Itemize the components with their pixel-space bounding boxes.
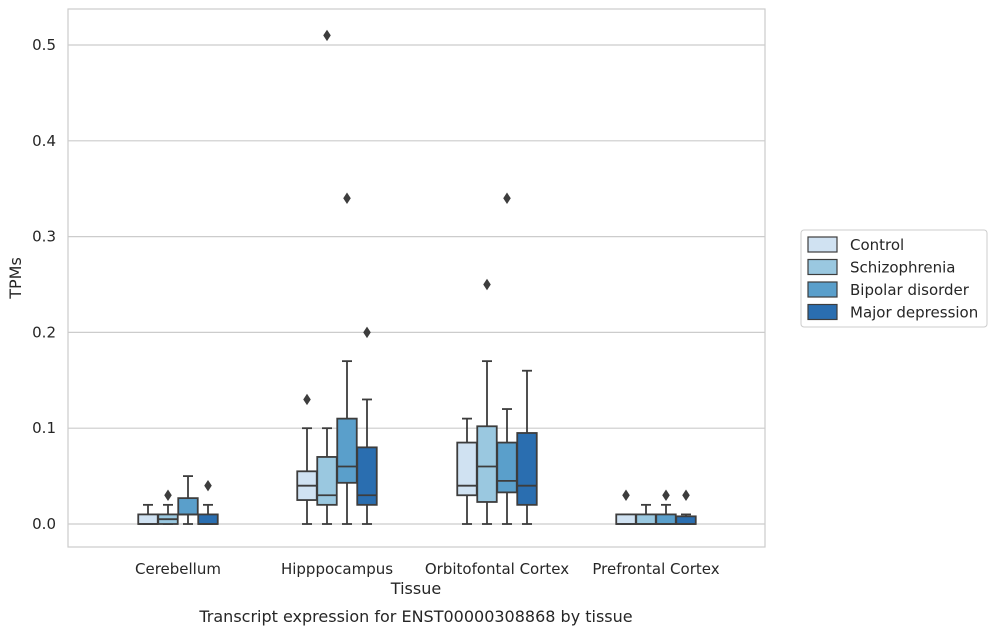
- box-major-depression: [356, 326, 378, 525]
- box-major-depression: [516, 369, 538, 525]
- y-tick-label: 0.4: [32, 132, 56, 150]
- box-major-depression: [675, 489, 697, 525]
- outlier-point: [622, 489, 630, 501]
- outlier-point: [503, 192, 511, 205]
- x-axis-label: Tissue: [390, 579, 441, 598]
- outlier-point: [662, 489, 670, 501]
- plot-area-frame: [67, 8, 766, 548]
- outlier-point: [204, 479, 212, 492]
- box-iqr: [177, 497, 199, 516]
- grid-lines: [68, 44, 765, 525]
- box-iqr: [456, 441, 478, 497]
- y-tick-label: 0.2: [32, 323, 56, 341]
- x-tick-label: Prefrontal Cortex: [592, 560, 719, 578]
- box-iqr: [496, 441, 518, 494]
- box-control: [137, 503, 159, 525]
- outlier-point: [483, 278, 491, 291]
- y-tick-label: 0.0: [32, 515, 56, 533]
- box-iqr: [615, 513, 637, 525]
- y-tick-label: 0.1: [32, 419, 56, 437]
- box-bipolar-disorder: [336, 192, 358, 525]
- box-bipolar-disorder: [496, 192, 518, 525]
- x-tick-label: Orbitofontal Cortex: [425, 560, 569, 578]
- box-schizophrenia: [635, 503, 657, 525]
- box-iqr: [316, 456, 338, 506]
- outlier-point: [363, 326, 371, 339]
- boxes-layer: [137, 29, 697, 525]
- legend-swatch: [807, 236, 838, 253]
- outlier-point: [343, 192, 351, 205]
- box-major-depression: [197, 479, 219, 525]
- box-iqr: [197, 513, 219, 525]
- box-schizophrenia: [157, 489, 179, 525]
- box-iqr: [137, 513, 159, 525]
- y-tick-label: 0.5: [32, 36, 56, 54]
- box-iqr: [356, 446, 378, 506]
- box-bipolar-disorder: [177, 475, 199, 525]
- legend-label: Schizophrenia: [850, 259, 955, 277]
- y-tick-label: 0.3: [32, 228, 56, 246]
- legend: Control Schizophrenia Bipolar disorder Majo…: [800, 229, 988, 328]
- legend-swatch: [807, 258, 838, 276]
- outlier-point: [323, 29, 331, 42]
- chart-caption: Transcript expression for ENST0000030886…: [198, 607, 632, 626]
- legend-swatch: [807, 303, 838, 321]
- x-tick-label: Hipppocampus: [281, 560, 393, 578]
- legend-label: Bipolar disorder: [850, 281, 970, 299]
- box-iqr: [516, 432, 538, 506]
- outlier-point: [164, 489, 172, 501]
- y-tick-labels: 0.0 0.1 0.2 0.3 0.4 0.5: [32, 36, 56, 533]
- box-schizophrenia: [316, 29, 338, 525]
- box-schizophrenia: [476, 278, 498, 525]
- x-tick-labels: Cerebellum Hipppocampus Orbitofontal Corte…: [135, 560, 720, 578]
- box-control: [456, 417, 478, 525]
- box-control: [296, 393, 318, 525]
- legend-frame: [800, 229, 988, 328]
- box-bipolar-disorder: [655, 489, 677, 525]
- legend-label: Major depression: [850, 304, 978, 322]
- box-iqr: [476, 425, 498, 503]
- y-axis-label: TPMs: [6, 257, 25, 300]
- legend-swatch: [807, 281, 838, 298]
- legend-label: Control: [850, 236, 904, 254]
- box-iqr: [655, 513, 677, 525]
- box-iqr: [635, 513, 657, 525]
- outlier-point: [682, 489, 690, 501]
- outlier-point: [303, 393, 311, 406]
- box-control: [615, 489, 637, 525]
- box-iqr: [336, 417, 358, 484]
- box-iqr: [675, 515, 697, 525]
- x-tick-label: Cerebellum: [135, 560, 221, 578]
